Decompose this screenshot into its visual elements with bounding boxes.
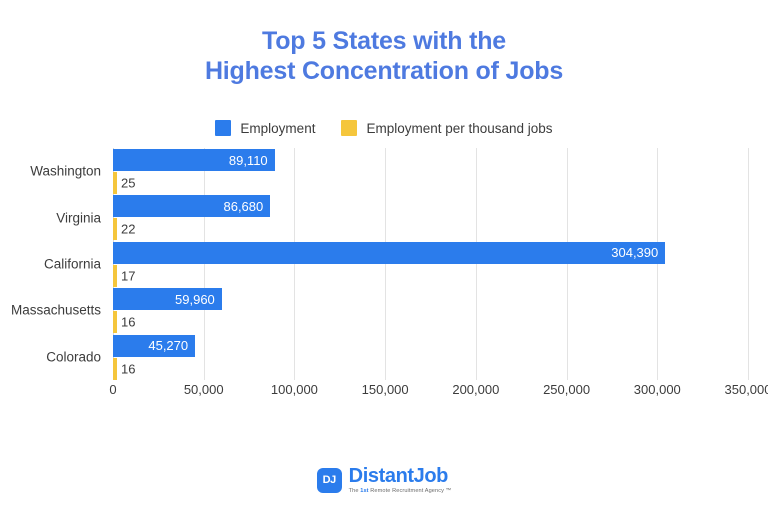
gridline bbox=[657, 148, 659, 380]
bar-value-label: 25 bbox=[121, 175, 136, 191]
logo-badge-icon: DJ bbox=[316, 467, 342, 493]
logo-brand-job: Job bbox=[413, 465, 449, 487]
bar-value-label: 89,110 bbox=[228, 152, 268, 168]
logo-brand-name: DistantJob bbox=[349, 466, 452, 486]
gridline bbox=[475, 148, 477, 380]
bar-employment-per-thousand[interactable] bbox=[113, 218, 117, 241]
x-axis-tick: 300,000 bbox=[633, 382, 681, 397]
gridline bbox=[203, 148, 205, 380]
bar-employment-per-thousand[interactable] bbox=[113, 357, 117, 380]
page-title-line-1: Top 5 States with the bbox=[262, 27, 506, 55]
brand-logo[interactable]: DJ DistantJob The 1st Remote Recruitment… bbox=[0, 466, 768, 495]
gridline bbox=[748, 148, 749, 380]
bar-employment[interactable]: 45,270 bbox=[113, 334, 196, 357]
logo-tagline-prefix: The bbox=[348, 488, 361, 494]
y-axis-category-washington: Washington bbox=[30, 163, 101, 179]
legend-label-employment: Employment bbox=[240, 120, 316, 136]
bar-employment-per-thousand[interactable] bbox=[113, 311, 117, 334]
gridline bbox=[566, 148, 568, 380]
y-axis-category-colorado: Colorado bbox=[46, 349, 101, 365]
chart-plot-area: 89,110 25 86,680 22 304,390 17 59,960 16 45,270 1… bbox=[113, 148, 749, 380]
x-axis-tick: 250,000 bbox=[543, 382, 591, 397]
x-axis-tick: 50,000 bbox=[183, 382, 224, 397]
bar-employment-per-thousand[interactable] bbox=[113, 172, 117, 194]
chart-legend: Employment Employment per thousand jobs bbox=[0, 120, 768, 136]
x-axis-tick: 350,000 bbox=[724, 382, 768, 397]
bar-employment[interactable]: 86,680 bbox=[113, 195, 271, 218]
bar-value-label: 45,270 bbox=[148, 338, 189, 354]
y-axis-category-labels: Washington Virginia California Massachusett… bbox=[0, 148, 105, 380]
bar-value-label: 16 bbox=[121, 361, 136, 377]
y-axis-category-massachusetts: Massachusetts bbox=[10, 302, 101, 318]
x-axis-tick: 100,000 bbox=[270, 382, 318, 397]
x-axis-tick: 200,000 bbox=[452, 382, 500, 397]
logo-brand-distant: Distant bbox=[348, 465, 414, 487]
bar-employment[interactable]: 89,110 bbox=[113, 149, 275, 171]
legend-swatch-employment bbox=[215, 120, 232, 136]
legend-item-employment[interactable]: Employment bbox=[215, 120, 315, 136]
page-title: Top 5 States with the Highest Concentrat… bbox=[0, 26, 768, 86]
bar-value-label: 86,680 bbox=[223, 198, 264, 214]
gridline bbox=[294, 148, 296, 380]
gridline bbox=[385, 148, 387, 380]
logo-text-block: DistantJob The 1st Remote Recruitment Ag… bbox=[349, 466, 452, 495]
bar-value-label: 59,960 bbox=[175, 291, 215, 307]
bar-value-label: 22 bbox=[121, 221, 136, 237]
logo-tagline: The 1st Remote Recruitment Agency ™ bbox=[348, 488, 452, 495]
gridline bbox=[113, 148, 114, 380]
bar-value-label: 304,390 bbox=[611, 245, 659, 261]
y-axis-category-virginia: Virginia bbox=[56, 210, 101, 226]
x-axis-tick: 150,000 bbox=[361, 382, 409, 397]
legend-swatch-employment-per-thousand bbox=[341, 120, 358, 136]
x-axis-tick-labels: 0 50,000 100,000 150,000 200,000 250,000 300,0… bbox=[109, 382, 768, 402]
bar-employment[interactable]: 304,390 bbox=[113, 241, 666, 264]
bar-employment-per-thousand[interactable] bbox=[113, 264, 117, 287]
logo-tagline-highlight: 1st bbox=[360, 488, 369, 494]
page-title-line-2: Highest Concentration of Jobs bbox=[204, 57, 564, 85]
y-axis-category-california: California bbox=[43, 256, 101, 272]
x-axis-tick: 0 bbox=[109, 382, 117, 397]
legend-item-employment-per-thousand[interactable]: Employment per thousand jobs bbox=[341, 120, 553, 136]
bar-value-label: 17 bbox=[121, 268, 136, 284]
bar-value-label: 16 bbox=[121, 314, 136, 330]
chart-plot-wrapper: Washington Virginia California Massachusett… bbox=[0, 148, 768, 380]
legend-label-employment-per-thousand: Employment per thousand jobs bbox=[366, 120, 553, 136]
logo-tagline-suffix: Remote Recruitment Agency ™ bbox=[368, 488, 452, 494]
bar-employment[interactable]: 59,960 bbox=[113, 288, 222, 311]
